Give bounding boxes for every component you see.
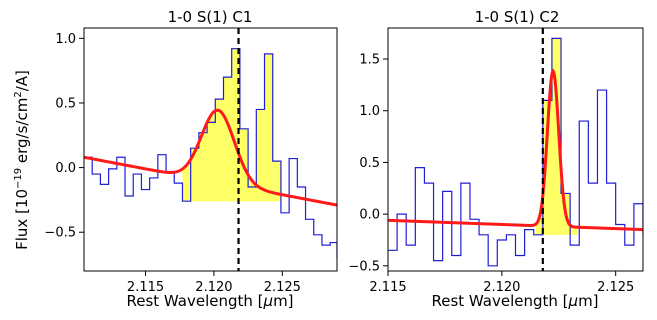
panel-left-y-tick-label: 1.0 [55,32,76,47]
panel-right-y-tick-label: 0.0 [359,208,380,223]
panel-right-fit-curve [388,68,643,232]
panel-right-y-tick-label: −0.5 [348,259,380,274]
panel-left-fill-bar [198,132,208,202]
panel-left-x-axis-label-unit: m] [273,292,293,310]
panel-left-fill-bar [215,99,224,202]
panel-left-fill-bar [264,53,273,202]
panel-left-x-tick-label: 2.125 [264,280,301,295]
panel-right-fill-bar [551,38,562,235]
panel-left-y-tick-label: −0.5 [44,226,76,241]
panel-right-x-axis-label-unit: m] [578,292,598,310]
panel-left: 1-0 S(1) C1 2.115 2.120 2.125 −0.5 0.0 0.5 1.0… [44,8,338,310]
panel-left-fit-curve [84,108,337,207]
y-axis-label-suffix: /A] [13,70,31,91]
panel-right-x-axis-label-text: Rest Wavelength [ [431,292,568,310]
panel-left-title: 1-0 S(1) C1 [168,8,253,26]
y-axis-label-prefix: Flux [10 [13,189,31,250]
panel-right-plot-area [388,28,643,271]
panel-right: 1-0 S(1) C2 2.115 2.120 2.125 −0.5 0.0 0.5 1.0… [348,8,644,310]
panel-left-x-axis-label-mu: μ [263,292,274,310]
panel-left-plot: 2.115 2.120 2.125 −0.5 0.0 0.5 1.0 [44,28,337,295]
panel-left-x-tick-label: 2.120 [195,280,232,295]
panel-right-plot: 2.115 2.120 2.125 −0.5 0.0 0.5 1.0 1.5 [348,28,643,295]
panel-left-fill-bar [272,161,281,202]
panel-right-frame [387,27,644,272]
panel-right-x-axis-label-mu: μ [568,292,579,310]
panel-left-fill-bar [223,77,232,202]
panel-right-x-axis-label: Rest Wavelength [μm] [431,292,598,310]
panel-right-y-tick-label: 1.0 [359,104,380,119]
panel-left-fill-bar [231,48,240,202]
panel-left-x-axis-label-text: Rest Wavelength [ [126,292,263,310]
panel-right-fill-bar [542,100,552,235]
panel-left-spectrum-line [84,48,337,259]
y-axis-label-mid: erg/s/cm [13,98,31,168]
panel-right-title: 1-0 S(1) C2 [475,8,560,26]
panel-right-y-tick-label: 1.5 [359,53,380,68]
panel-right-x-tick-label: 2.115 [369,280,406,295]
panel-left-fill-bar [248,186,257,202]
y-axis-label: Flux [10−19 erg/s/cm2/A] [13,70,31,250]
panel-left-frame [83,27,338,272]
panel-left-y-tick-label: 0.5 [55,96,76,111]
panel-right-y-tick-label: 0.5 [359,156,380,171]
panel-left-fill-bar [190,148,199,202]
panel-left-x-tick-label: 2.115 [127,280,164,295]
panel-left-y-tick-label: 0.0 [55,161,76,176]
panel-left-x-axis-label: Rest Wavelength [μm] [126,292,293,310]
y-axis-label-exp: −19 [13,168,24,189]
panel-right-x-tick-label: 2.125 [597,280,634,295]
panel-left-fill-bar [256,109,265,202]
panel-right-spectrum-line [388,37,643,267]
y-axis-label-exp2: 2 [13,91,24,97]
panel-left-plot-area [84,28,337,271]
panel-right-x-tick-label: 2.120 [483,280,520,295]
panel-left-fill-bar [207,122,216,202]
